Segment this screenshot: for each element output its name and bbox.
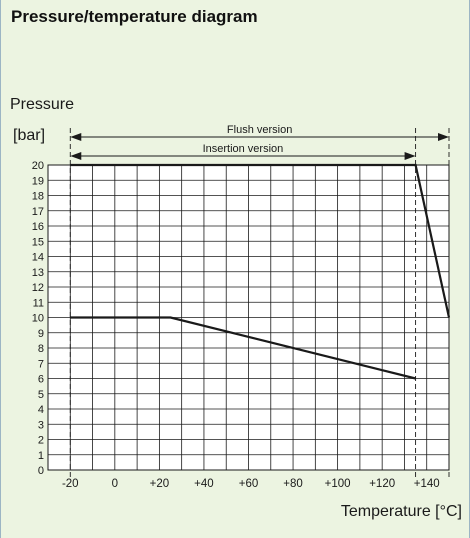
range-label: Flush version [227,124,292,136]
y-tick-label: 4 [38,404,44,416]
y-tick-label: 13 [32,267,44,279]
axis-labels: Pressure [bar] Temperature [°C] [10,96,462,520]
y-axis-unit: [bar] [13,127,45,144]
x-tick-label: +40 [194,478,214,490]
y-tick-label: 17 [32,206,44,218]
y-tick-label: 16 [32,221,44,233]
y-tick-label: 14 [32,252,44,264]
series-line-1 [70,163,451,318]
x-tick-label: +140 [414,478,440,490]
x-tick-label: +60 [239,478,259,490]
range-arrowhead-right [404,152,416,160]
y-tick-label: 2 [38,435,44,447]
x-tick-label: +120 [369,478,395,490]
x-tick-label: +20 [150,478,170,490]
y-axis-label: Pressure [10,96,74,113]
y-tick-label: 20 [32,160,44,172]
y-tick-label: 19 [32,175,44,187]
y-tick-label: 1 [38,450,44,462]
y-tick-label: 12 [32,282,44,294]
y-tick-label: 11 [33,297,44,309]
version-range-arrows: Flush version Insertion version [70,124,449,160]
y-tick-label: 5 [38,389,44,401]
series-lines [70,163,451,380]
y-tick-label: 0 [38,465,44,477]
y-tick-label: 10 [32,313,44,325]
series-line-2 [70,316,416,380]
y-tick-label: 8 [38,343,44,355]
range-label: Insertion version [203,143,284,155]
y-tick-label: 15 [32,236,44,248]
range-arrowhead-right [438,133,449,141]
range-arrowhead-left [70,152,82,160]
x-axis-label: Temperature [°C] [341,503,462,520]
y-tick-label: 9 [38,328,44,340]
x-tick-label: 0 [112,478,118,490]
x-tick-label: -20 [62,478,79,490]
chart-title: Pressure/temperature diagram [11,7,258,26]
y-tick-label: 7 [38,358,44,370]
x-tick-label: +80 [283,478,303,490]
y-tick-label: 3 [38,419,44,431]
x-tick-label: +100 [325,478,351,490]
y-tick-label: 18 [32,191,44,203]
range-arrowhead-left [70,133,82,141]
y-tick-label: 6 [38,374,44,386]
